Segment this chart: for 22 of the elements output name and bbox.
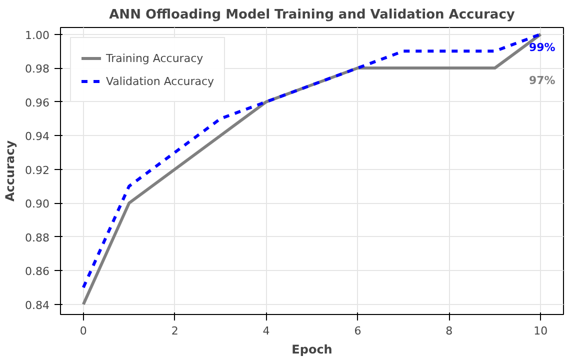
y-tick-label: 0.96 <box>25 96 50 110</box>
y-tick-label: 0.84 <box>25 298 50 312</box>
y-tick-label: 0.86 <box>25 265 50 278</box>
x-tick-label: 0 <box>80 324 87 338</box>
chart-title: ANN Offloading Model Training and Validation Accuracy <box>109 8 516 22</box>
y-tick-label: 0.88 <box>25 231 50 244</box>
x-tick-label: 10 <box>534 324 548 338</box>
legend-label: Validation Accuracy <box>106 74 214 88</box>
x-tick-label: 2 <box>171 324 178 338</box>
x-tick-label: 6 <box>354 324 362 338</box>
y-tick-label: 0.92 <box>25 164 50 177</box>
y-tick-label: 1.00 <box>25 28 50 42</box>
x-tick-label: 8 <box>446 324 453 338</box>
annotation: 97% <box>528 74 556 88</box>
x-axis-title: Epoch <box>292 342 332 356</box>
y-tick-label: 0.98 <box>25 62 50 76</box>
annotation: 99% <box>528 41 556 54</box>
y-tick-label: 0.90 <box>25 198 50 211</box>
x-tick-label: 4 <box>262 324 270 338</box>
legend-label: Training Accuracy <box>106 52 204 64</box>
y-axis-title: Accuracy <box>3 140 18 202</box>
y-tick-label: 0.94 <box>25 130 50 144</box>
